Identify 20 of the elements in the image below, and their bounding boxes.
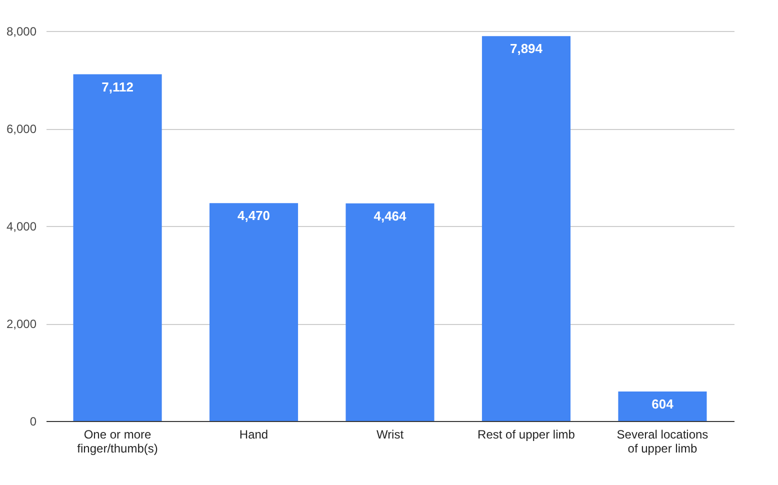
data-label: 7,894	[510, 41, 544, 56]
x-tick-label: Rest of upper limb	[478, 428, 576, 442]
x-tick-label: One or more finger/thumb(s)	[77, 428, 158, 456]
data-label: 4,470	[237, 208, 270, 224]
x-tick-label: Hand	[239, 428, 268, 442]
bar	[346, 203, 434, 421]
bar	[482, 36, 571, 421]
y-tick-label: 0	[30, 414, 37, 428]
data-label: 604	[652, 396, 674, 412]
data-label: 7,112	[102, 79, 134, 94]
x-tick-label: Wrist	[376, 428, 404, 442]
bar	[209, 203, 298, 421]
y-tick-label: 6,000	[6, 122, 37, 136]
y-tick-label: 2,000	[6, 317, 37, 331]
bar	[618, 392, 707, 421]
x-tick-label: Several locations of upper limb	[616, 428, 708, 456]
data-label: 4,464	[374, 208, 408, 224]
y-tick-label: 8,000	[6, 24, 37, 38]
bar	[73, 74, 162, 421]
y-tick-label: 4,000	[6, 220, 37, 234]
